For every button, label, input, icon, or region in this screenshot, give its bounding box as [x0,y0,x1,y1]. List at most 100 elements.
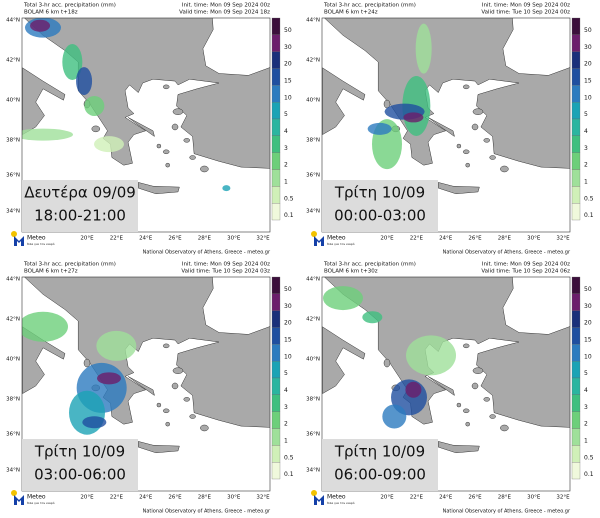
lon-label: 20°E [380,236,394,242]
init-time: Init. time: Mon 09 Sep 2024 00z [482,262,570,268]
lat-label: 40°N [6,357,20,363]
island [162,149,170,155]
logo-slogan: Όλα για τον καιρό [326,242,355,246]
colorbar-segment [271,169,281,187]
land [127,117,155,138]
colorbar-label: 5 [284,370,288,377]
colorbar-segment [571,51,581,69]
precipitation-area [382,404,407,429]
colorbar-segment [271,327,281,345]
logo-sun [311,490,317,496]
colorbar-label: 15 [284,77,292,84]
colorbar-segment [271,428,281,446]
time-day: Δευτέρα 09/09 [24,184,136,202]
colorbar-segment [271,445,281,463]
colorbar-segment [271,186,281,204]
island [200,424,209,432]
colorbar-label: 50 [584,27,592,34]
colorbar-label: 15 [584,77,592,84]
lat-label: 40°N [6,98,20,104]
island [172,367,184,374]
lon-label: 24°E [439,236,453,242]
lat-label: 36°N [6,432,20,438]
precipitation-area [362,311,383,324]
island [456,143,462,149]
colorbar-segment [571,118,581,136]
colorbar-label: 5 [284,111,288,118]
lat-label: 38°N [6,397,20,403]
colorbar-segment [571,68,581,86]
map-area [22,277,270,491]
precipitation-area [96,330,137,361]
footer: National Observatory of Athens, Greece -… [443,509,571,515]
header-title: Total 3-hr acc. precipitation (mm) [323,3,416,9]
land [324,18,570,169]
island [165,421,170,427]
time-box [322,180,438,232]
lon-label: 32°E [256,495,270,501]
island [489,414,496,419]
colorbar-label: 30 [284,303,292,310]
map-frame [21,17,271,233]
island [465,162,470,168]
lon-label: 22°E [410,495,424,501]
lon-label: 20°E [80,236,94,242]
colorbar-label: 2 [584,162,588,169]
colorbar-label: 50 [284,286,292,293]
colorbar-segment [571,394,581,412]
colorbar-segment [571,152,581,170]
colorbar-segment [271,361,281,379]
colorbar-label: 50 [284,27,292,34]
island [489,155,496,160]
island [471,382,479,390]
valid-time: Valid time: Mon 09 Sep 2024 18z [179,10,270,16]
logo-mark [314,236,324,246]
colorbar-label: 50 [584,286,592,293]
colorbar-segment [571,135,581,153]
colorbar-segment [271,203,281,221]
logo-name: Meteo [327,494,346,501]
colorbar-segment [571,377,581,395]
lon-label: 22°E [110,495,124,501]
colorbar-label: 0.5 [584,454,594,461]
colorbar-segment [571,327,581,345]
lat-label: 34°N [306,209,320,215]
island [462,408,470,414]
lon-label: 22°E [110,236,124,242]
lat-label: 40°N [306,98,320,104]
lon-label: 30°E [227,236,241,242]
colorbar-label: 20 [584,61,592,68]
island [183,138,191,143]
land [438,182,480,195]
colorbar-segment [571,17,581,35]
colorbar-segment [271,377,281,395]
lon-label: 28°E [198,236,212,242]
colorbar-segment [271,85,281,103]
header-model: BOLAM 6 km t+24z [324,10,378,16]
lat-label: 42°N [6,317,20,323]
colorbar-label: 5 [584,111,588,118]
precipitation-area [62,44,83,81]
time-day: Τρίτη 10/09 [334,443,425,461]
precipitation-area [322,286,363,311]
footer: National Observatory of Athens, Greece -… [143,250,271,256]
colorbar-segment [271,34,281,52]
lon-label: 20°E [380,495,394,501]
colorbar-label: 4 [284,128,288,135]
lon-label: 24°E [439,495,453,501]
land [138,182,180,195]
precipitation-area [415,23,432,74]
colorbar-segment [271,462,281,480]
header-title: Total 3-hr acc. precipitation (mm) [23,3,116,9]
colorbar-label: 30 [584,44,592,51]
lon-label: 24°E [139,236,153,242]
precipitation-area [222,185,231,192]
colorbar-segment [571,344,581,362]
lat-label: 42°N [306,317,320,323]
time-day: Τρίτη 10/09 [34,443,125,461]
colorbar-label: 10 [584,353,592,360]
precipitation-area [406,335,457,376]
logo-mark [314,495,324,505]
land [138,441,180,454]
